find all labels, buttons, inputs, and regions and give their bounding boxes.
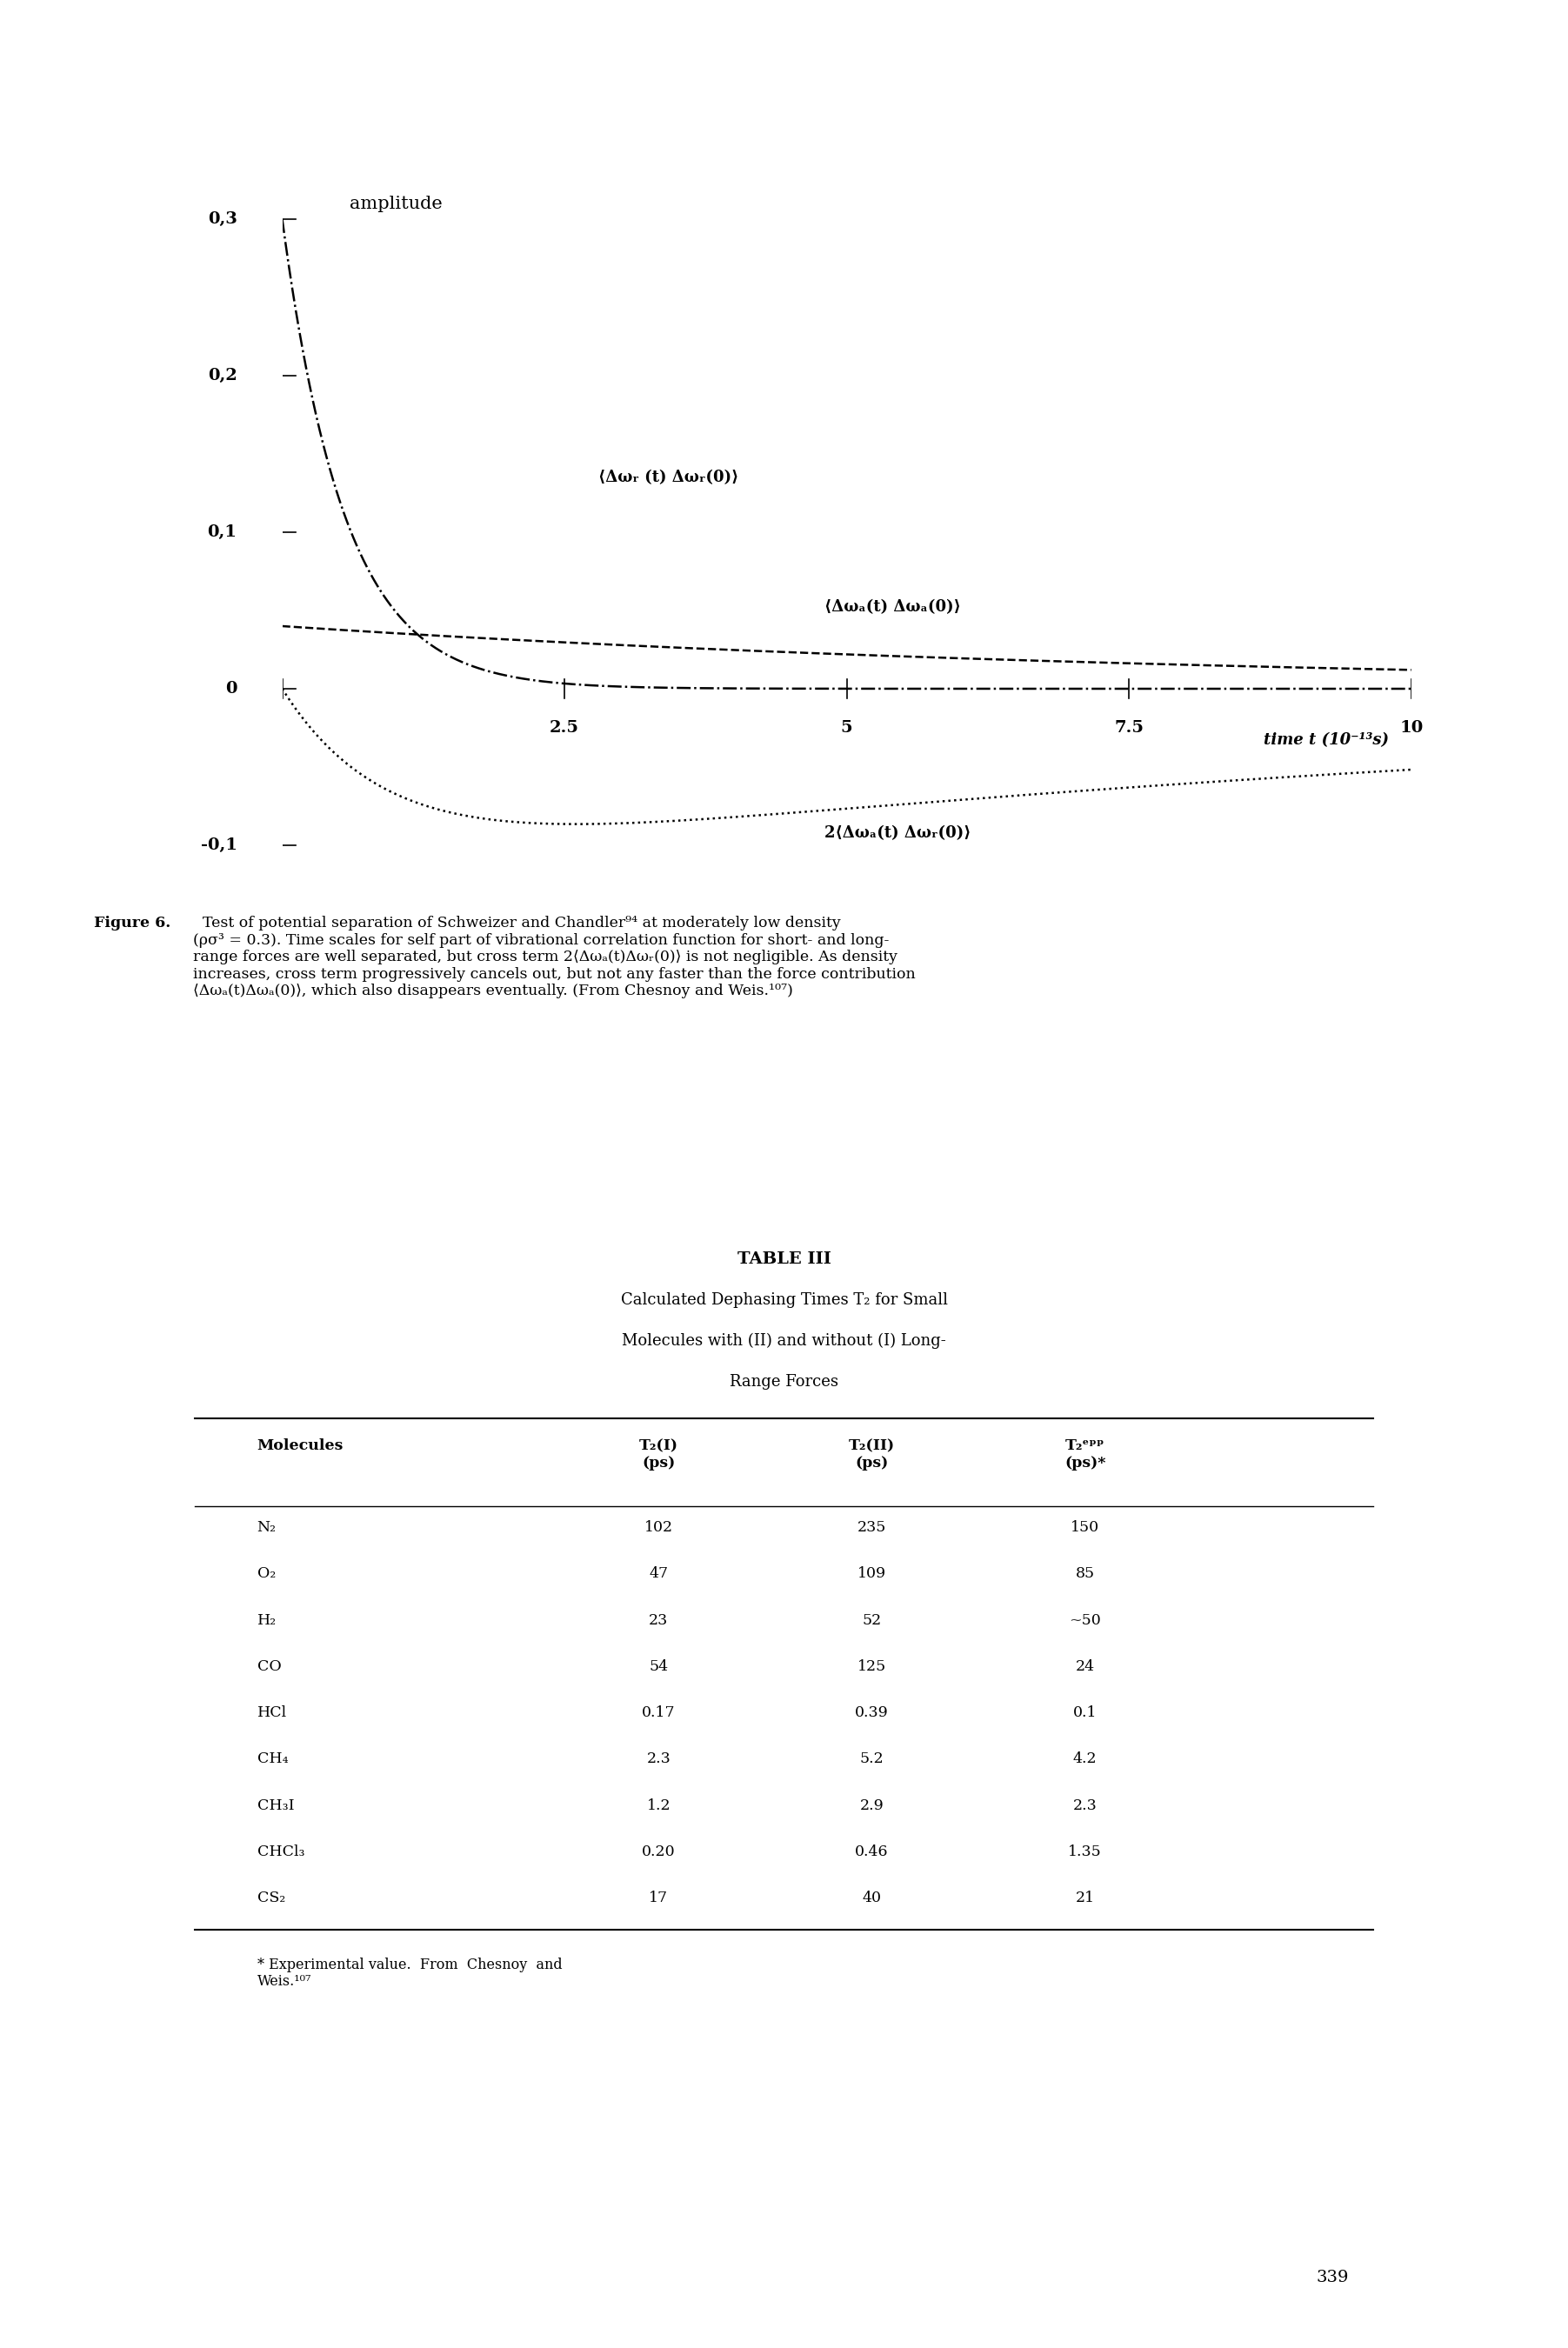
Text: 85: 85 <box>1076 1566 1094 1580</box>
Text: 0,3: 0,3 <box>207 211 237 228</box>
Text: 1.35: 1.35 <box>1068 1843 1102 1860</box>
Text: CS₂: CS₂ <box>257 1890 285 1907</box>
Text: ⟨Δωₐ(t) Δωₐ(0)⟩: ⟨Δωₐ(t) Δωₐ(0)⟩ <box>825 599 961 615</box>
Text: CH₃I: CH₃I <box>257 1799 295 1813</box>
Text: 40: 40 <box>862 1890 881 1907</box>
Text: Molecules: Molecules <box>257 1439 343 1453</box>
Text: 1.2: 1.2 <box>646 1799 671 1813</box>
Text: 0.17: 0.17 <box>641 1705 676 1721</box>
Text: Test of potential separation of Schweizer and Chandler⁹⁴ at moderately low densi: Test of potential separation of Schweize… <box>193 916 916 998</box>
Text: CHCl₃: CHCl₃ <box>257 1843 304 1860</box>
Text: Range Forces: Range Forces <box>729 1374 839 1390</box>
Text: 339: 339 <box>1317 2271 1348 2285</box>
Text: 5.2: 5.2 <box>859 1752 884 1766</box>
Text: 7.5: 7.5 <box>1115 721 1143 735</box>
Text: 0.46: 0.46 <box>855 1843 889 1860</box>
Text: N₂: N₂ <box>257 1519 276 1536</box>
Text: time t (10⁻¹³s): time t (10⁻¹³s) <box>1264 733 1389 749</box>
Text: O₂: O₂ <box>257 1566 276 1580</box>
Text: 109: 109 <box>858 1566 886 1580</box>
Text: Calculated Dephasing Times T₂ for Small: Calculated Dephasing Times T₂ for Small <box>621 1291 947 1308</box>
Text: 5: 5 <box>840 721 853 735</box>
Text: ⟨Δωᵣ (t) Δωᵣ(0)⟩: ⟨Δωᵣ (t) Δωᵣ(0)⟩ <box>599 470 739 486</box>
Text: 235: 235 <box>858 1519 886 1536</box>
Text: 23: 23 <box>649 1613 668 1627</box>
Text: 2⟨Δωₐ(t) Δωᵣ(0)⟩: 2⟨Δωₐ(t) Δωᵣ(0)⟩ <box>825 824 971 841</box>
Text: 47: 47 <box>649 1566 668 1580</box>
Text: 2.3: 2.3 <box>1073 1799 1098 1813</box>
Text: 21: 21 <box>1076 1890 1094 1907</box>
Text: 0,2: 0,2 <box>207 369 237 383</box>
Text: 102: 102 <box>644 1519 673 1536</box>
Text: Figure 6.: Figure 6. <box>94 916 171 930</box>
Text: 0.20: 0.20 <box>641 1843 676 1860</box>
Text: ~50: ~50 <box>1069 1613 1101 1627</box>
Text: amplitude: amplitude <box>350 195 442 211</box>
Text: 10: 10 <box>1399 721 1424 735</box>
Text: HCl: HCl <box>257 1705 287 1721</box>
Text: 0: 0 <box>226 681 237 697</box>
Text: CO: CO <box>257 1660 281 1674</box>
Text: T₂(I)
(ps): T₂(I) (ps) <box>640 1439 677 1470</box>
Text: 2.3: 2.3 <box>646 1752 671 1766</box>
Text: 2.5: 2.5 <box>550 721 579 735</box>
Text: * Experimental value.  From  Chesnoy  and
Weis.¹⁰⁷: * Experimental value. From Chesnoy and W… <box>257 1958 561 1989</box>
Text: 2.9: 2.9 <box>859 1799 884 1813</box>
Text: T₂ᵉᵖᵖ
(ps)*: T₂ᵉᵖᵖ (ps)* <box>1065 1439 1105 1470</box>
Text: 4.2: 4.2 <box>1073 1752 1098 1766</box>
Text: Molecules with (II) and without (I) Long-: Molecules with (II) and without (I) Long… <box>622 1334 946 1348</box>
Text: TABLE III: TABLE III <box>737 1251 831 1268</box>
Text: 0.1: 0.1 <box>1073 1705 1098 1721</box>
Text: -0,1: -0,1 <box>201 838 237 852</box>
Text: 125: 125 <box>858 1660 886 1674</box>
Text: 150: 150 <box>1071 1519 1099 1536</box>
Text: 17: 17 <box>649 1890 668 1907</box>
Text: 0,1: 0,1 <box>207 524 237 540</box>
Text: CH₄: CH₄ <box>257 1752 289 1766</box>
Text: 24: 24 <box>1076 1660 1094 1674</box>
Text: 52: 52 <box>862 1613 881 1627</box>
Text: 54: 54 <box>649 1660 668 1674</box>
Text: H₂: H₂ <box>257 1613 276 1627</box>
Text: 0.39: 0.39 <box>855 1705 889 1721</box>
Text: T₂(II)
(ps): T₂(II) (ps) <box>848 1439 895 1470</box>
